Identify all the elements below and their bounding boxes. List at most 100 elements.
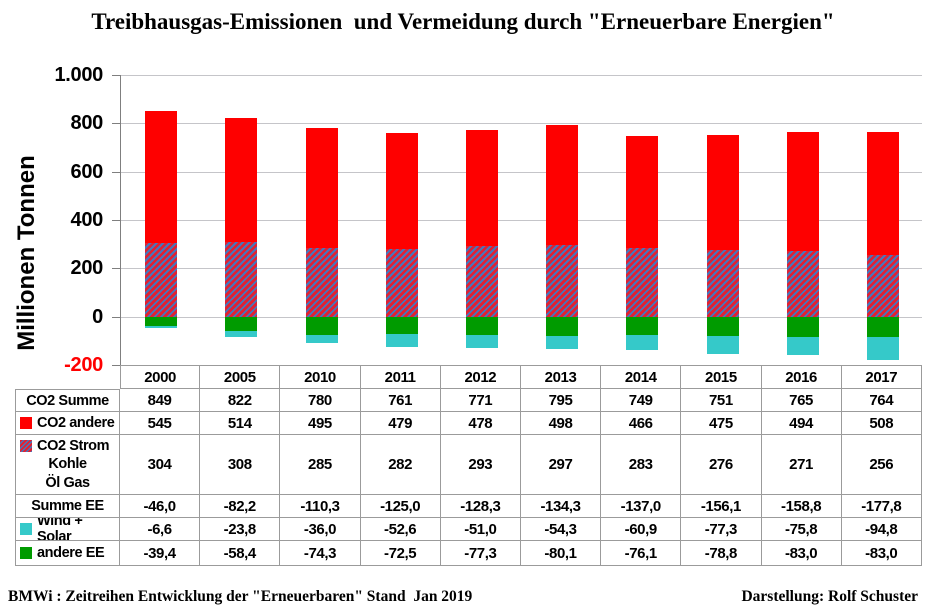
table-cell: 297	[520, 435, 602, 495]
table-cell: 283	[601, 435, 682, 495]
bar-segment-hatch-2011	[385, 248, 418, 317]
bar-segment-cyan-2010	[305, 334, 338, 344]
table-cell: 282	[360, 435, 441, 495]
bar-segment-green-2013	[546, 316, 579, 336]
table-cell: -77,3	[681, 518, 762, 541]
table-cell: 479	[360, 412, 441, 435]
table-cell: 478	[440, 412, 521, 435]
footer-source-text: BMWi : Zeitreihen Entwicklung der "Erneu…	[8, 588, 473, 605]
gridline	[121, 316, 922, 318]
table-cell: -36,0	[280, 518, 361, 541]
legend-swatch-green	[20, 547, 32, 559]
table-corner-cell	[15, 365, 120, 389]
table-cell: 780	[280, 389, 361, 412]
gridline	[121, 171, 922, 173]
y-axis-tick	[112, 220, 121, 221]
bar-segment-hatch-2017	[866, 254, 899, 317]
row-label-text: andere EE	[37, 545, 105, 561]
table-cell: -46,0	[120, 495, 201, 518]
table-cell: -83,0	[841, 541, 922, 566]
table-cell: -77,3	[440, 541, 521, 566]
year-label: 2011	[360, 365, 441, 389]
bar-segment-red-2011	[385, 132, 418, 249]
legend-swatch-hatch	[20, 439, 32, 452]
y-axis-tick-label: 600	[70, 160, 104, 183]
gridline	[121, 75, 922, 76]
bar-segment-red-2017	[866, 132, 899, 255]
table-cell: -51,0	[440, 518, 521, 541]
bar-segment-cyan-2012	[465, 335, 498, 348]
table-cell: -23,8	[200, 518, 281, 541]
year-label: 2010	[280, 365, 361, 389]
table-cell: 508	[841, 412, 922, 435]
year-label: 2016	[761, 365, 842, 389]
bar-segment-red-2016	[786, 131, 819, 252]
y-axis-tick-label: 800	[70, 112, 104, 135]
y-axis-tick	[112, 268, 121, 270]
bar-segment-hatch-2012	[465, 245, 498, 317]
y-axis-tick-label: 200	[70, 257, 104, 280]
bar-segment-hatch-2005	[225, 242, 258, 317]
bar-segment-cyan-2000	[145, 326, 178, 328]
table-cell: -177,8	[841, 495, 922, 518]
row-label-wind-solar: Wind + Solar	[15, 518, 120, 541]
table-cell: 293	[440, 435, 521, 495]
table-cell: -82,2	[200, 495, 281, 518]
y-axis-tick-label: 400	[70, 209, 104, 231]
year-label: 2013	[520, 365, 602, 389]
bar-segment-green-2005	[225, 316, 258, 331]
bar-segment-green-2000	[145, 316, 178, 327]
row-label-text: Wind + Solar	[37, 518, 83, 541]
row-label-co2-strom: CO2 Strom Kohle Öl Gas	[15, 435, 120, 495]
bar-segment-green-2015	[706, 316, 739, 336]
table-cell: 304	[120, 435, 201, 495]
table-cell: -80,1	[520, 541, 602, 566]
gridline	[121, 268, 922, 270]
table-cell: -54,3	[520, 518, 602, 541]
bar-segment-red-2000	[145, 111, 178, 244]
bar-segment-green-2012	[465, 316, 498, 336]
table-cell: -78,8	[681, 541, 762, 566]
table-cell: 771	[440, 389, 521, 412]
bar-segment-cyan-2013	[546, 336, 579, 350]
table-cell: -74,3	[280, 541, 361, 566]
data-table: 2000 2005 2010 2011 2012 2013 2014 2015 2016 2017…	[15, 365, 922, 566]
row-label-andere-ee: andere EE	[15, 541, 120, 566]
bar-segment-green-2017	[866, 316, 899, 337]
bar-segment-red-2014	[626, 135, 659, 249]
bar-segment-cyan-2017	[866, 336, 899, 360]
year-label: 2015	[681, 365, 762, 389]
table-cell: 761	[360, 389, 441, 412]
table-cell: -39,4	[120, 541, 201, 566]
table-cell: 764	[841, 389, 922, 412]
table-cell: -125,0	[360, 495, 441, 518]
year-label: 2017	[841, 365, 922, 389]
bar-segment-hatch-2010	[305, 247, 338, 317]
y-axis-tick-label: 1.000	[54, 64, 103, 86]
table-cell: 494	[761, 412, 842, 435]
bar-segment-hatch-2000	[145, 243, 178, 317]
table-cell: -75,8	[761, 518, 842, 541]
table-cell: -137,0	[601, 495, 682, 518]
bar-segment-cyan-2011	[385, 334, 418, 347]
table-cell: 849	[120, 389, 201, 412]
table-cell: 514	[200, 412, 281, 435]
bar-segment-green-2011	[385, 316, 418, 335]
legend-swatch-red	[20, 417, 32, 429]
table-cell: -52,6	[360, 518, 441, 541]
table-cell: -76,1	[601, 541, 682, 566]
bar-segment-green-2014	[626, 316, 659, 336]
row-label-text: Kohle	[48, 456, 87, 472]
table-cell: 751	[681, 389, 762, 412]
table-cell: -128,3	[440, 495, 521, 518]
table-cell: -58,4	[200, 541, 281, 566]
bar-segment-red-2015	[706, 135, 739, 250]
bar-segment-cyan-2014	[626, 335, 659, 350]
bar-segment-cyan-2005	[225, 330, 258, 337]
table-cell: 475	[681, 412, 762, 435]
bar-segment-cyan-2015	[706, 335, 739, 355]
y-axis-tick	[112, 365, 121, 366]
table-cell: 495	[280, 412, 361, 435]
y-axis-tick	[112, 123, 121, 125]
table-cell: 749	[601, 389, 682, 412]
